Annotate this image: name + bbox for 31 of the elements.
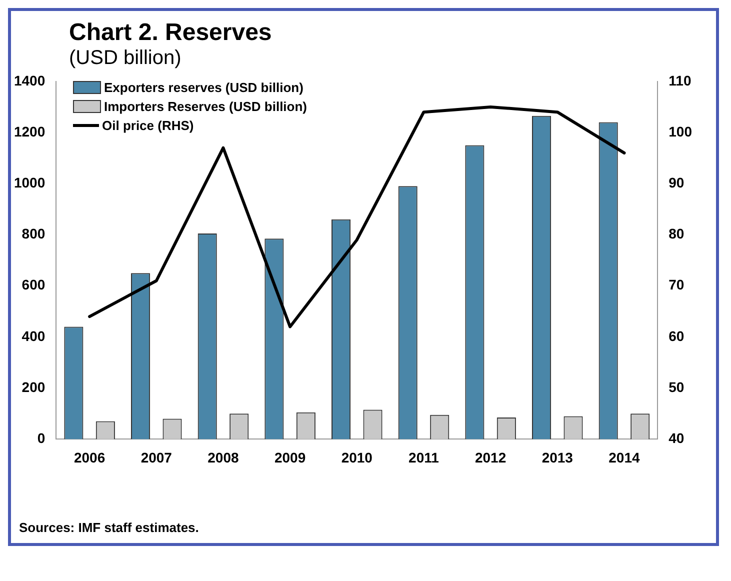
legend-label: Importers Reserves (USD billion) xyxy=(104,98,307,116)
y2-tick-label: 110 xyxy=(668,72,692,88)
x-tick-label: 2012 xyxy=(474,449,506,466)
y2-tick-label: 100 xyxy=(668,123,692,140)
chart-title: Chart 2. Reserves xyxy=(68,19,273,47)
x-tick-label: 2009 xyxy=(274,449,306,466)
y-tick-label: 1400 xyxy=(14,72,46,88)
y2-tick-label: 80 xyxy=(668,226,684,242)
y2-tick-label: 50 xyxy=(668,378,684,395)
source-note: Sources: IMF staff estimates. xyxy=(18,520,200,535)
y-tick-label: 600 xyxy=(22,276,46,293)
x-tick-label: 2006 xyxy=(74,449,106,466)
y-tick-label: 200 xyxy=(22,378,46,395)
y-tick-label: 1000 xyxy=(14,174,46,190)
chart-subtitle: (USD billion) xyxy=(68,47,182,70)
y-tick-label: 1200 xyxy=(14,123,46,140)
x-tick-label: 2013 xyxy=(542,449,574,466)
x-tick-label: 2008 xyxy=(208,449,240,466)
y-tick-label: 800 xyxy=(22,226,46,242)
legend-label: Exporters reserves (USD billion) xyxy=(104,79,304,97)
y-tick-label: 400 xyxy=(22,328,46,344)
y-tick-label: 0 xyxy=(37,430,46,446)
x-tick-label: 2011 xyxy=(408,449,440,466)
y2-tick-label: 90 xyxy=(668,174,684,190)
y2-tick-label: 70 xyxy=(668,276,684,293)
x-tick-label: 2014 xyxy=(608,449,640,466)
x-tick-label: 2007 xyxy=(140,449,172,466)
x-tick-label: 2010 xyxy=(341,449,373,466)
legend-label: Oil price (RHS) xyxy=(102,117,194,135)
y2-tick-label: 60 xyxy=(668,328,684,344)
y2-tick-label: 40 xyxy=(668,430,684,446)
